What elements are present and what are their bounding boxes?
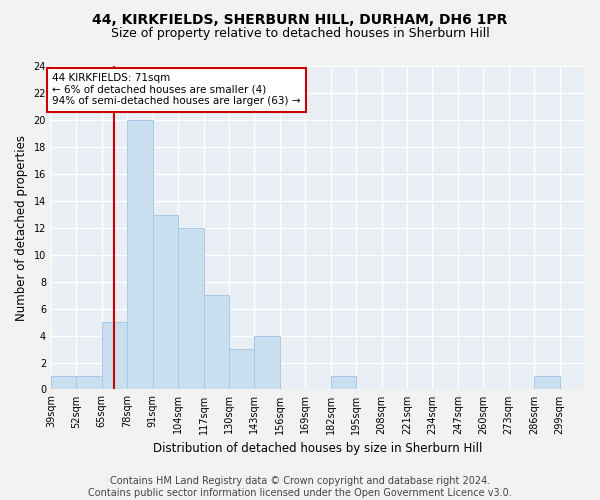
Bar: [203, 295, 229, 390]
Y-axis label: Number of detached properties: Number of detached properties: [15, 135, 28, 321]
Bar: [229, 349, 254, 390]
Bar: [76, 376, 102, 390]
Bar: [254, 336, 280, 390]
Bar: [102, 322, 127, 390]
Text: Size of property relative to detached houses in Sherburn Hill: Size of property relative to detached ho…: [110, 28, 490, 40]
Bar: [331, 376, 356, 390]
Bar: [127, 120, 152, 390]
Text: 44 KIRKFIELDS: 71sqm
← 6% of detached houses are smaller (4)
94% of semi-detache: 44 KIRKFIELDS: 71sqm ← 6% of detached ho…: [52, 73, 301, 106]
X-axis label: Distribution of detached houses by size in Sherburn Hill: Distribution of detached houses by size …: [153, 442, 482, 455]
Bar: [152, 214, 178, 390]
Text: Contains HM Land Registry data © Crown copyright and database right 2024.
Contai: Contains HM Land Registry data © Crown c…: [88, 476, 512, 498]
Bar: [51, 376, 76, 390]
Text: 44, KIRKFIELDS, SHERBURN HILL, DURHAM, DH6 1PR: 44, KIRKFIELDS, SHERBURN HILL, DURHAM, D…: [92, 12, 508, 26]
Bar: [534, 376, 560, 390]
Bar: [178, 228, 203, 390]
